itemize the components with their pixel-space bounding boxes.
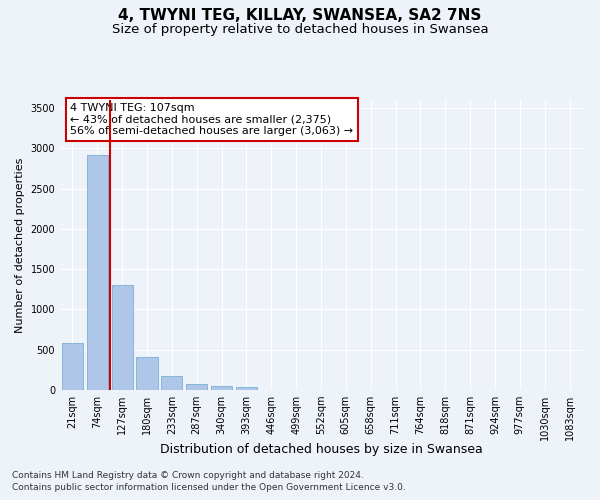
- Text: 4 TWYNI TEG: 107sqm
← 43% of detached houses are smaller (2,375)
56% of semi-det: 4 TWYNI TEG: 107sqm ← 43% of detached ho…: [70, 103, 353, 136]
- Bar: [211, 386, 232, 390]
- Text: 4, TWYNI TEG, KILLAY, SWANSEA, SA2 7NS: 4, TWYNI TEG, KILLAY, SWANSEA, SA2 7NS: [118, 8, 482, 22]
- Bar: [136, 356, 158, 390]
- Text: Contains HM Land Registry data © Crown copyright and database right 2024.: Contains HM Land Registry data © Crown c…: [12, 471, 364, 480]
- Bar: [236, 387, 257, 390]
- Bar: [186, 384, 207, 390]
- Text: Distribution of detached houses by size in Swansea: Distribution of detached houses by size …: [160, 442, 482, 456]
- Bar: [62, 344, 83, 390]
- Y-axis label: Number of detached properties: Number of detached properties: [15, 158, 25, 332]
- Bar: [161, 376, 182, 390]
- Text: Size of property relative to detached houses in Swansea: Size of property relative to detached ho…: [112, 22, 488, 36]
- Bar: [87, 155, 108, 390]
- Bar: [112, 286, 133, 390]
- Text: Contains public sector information licensed under the Open Government Licence v3: Contains public sector information licen…: [12, 484, 406, 492]
